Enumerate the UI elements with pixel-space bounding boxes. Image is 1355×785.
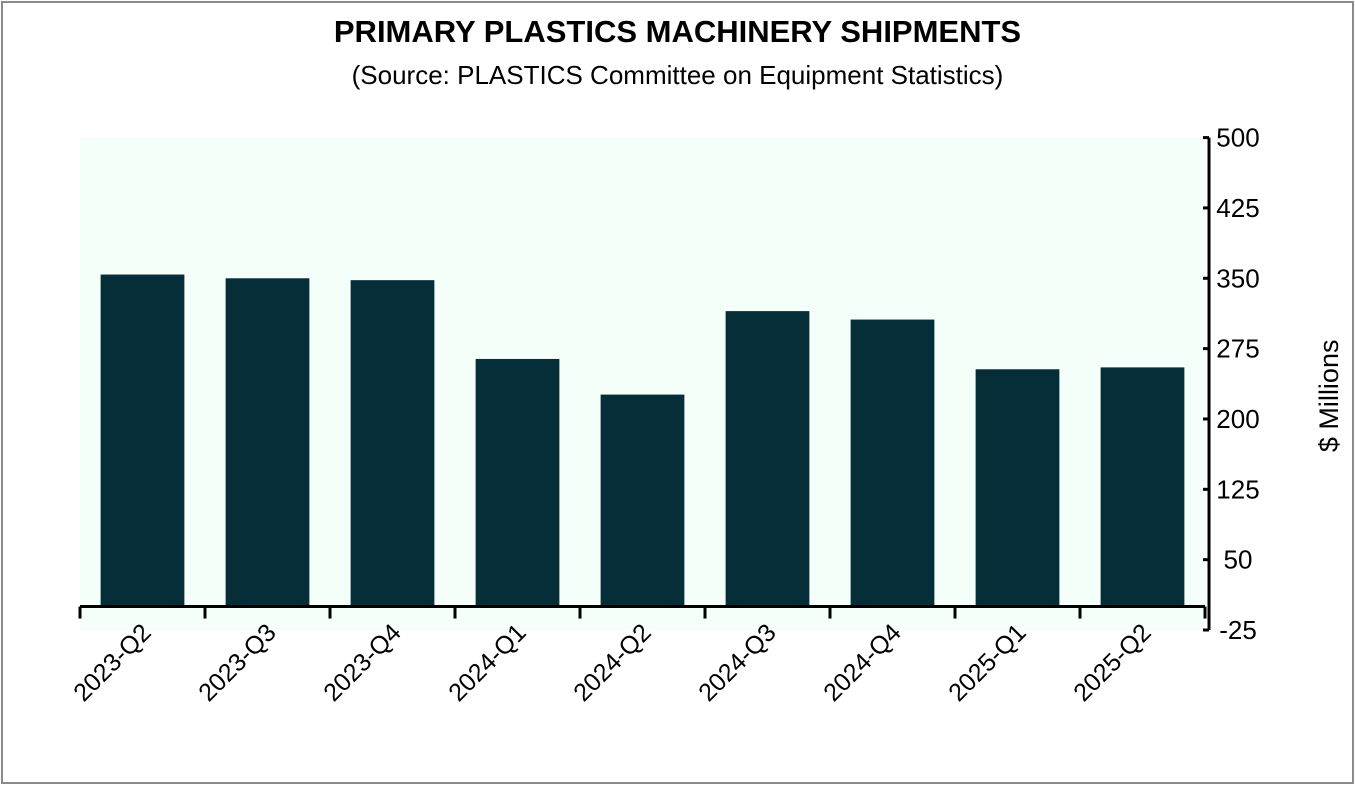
y-tick-label: 50 (1224, 545, 1253, 575)
y-tick-label: 350 (1216, 263, 1259, 293)
y-axis-title: $ Millions (1314, 340, 1344, 453)
bar-2024-Q4 (850, 319, 935, 607)
y-tick-label: 200 (1216, 404, 1259, 434)
x-tick-label: 2023-Q3 (193, 618, 282, 707)
x-tick-label: 2024-Q2 (568, 618, 657, 707)
x-tick-label: 2024-Q4 (818, 618, 907, 707)
x-tick-label: 2023-Q4 (318, 618, 407, 707)
bar-2023-Q3 (225, 278, 310, 607)
bar-2024-Q2 (600, 394, 685, 607)
bar-2025-Q1 (975, 369, 1060, 607)
x-tick-label: 2023-Q2 (68, 618, 157, 707)
bar-2025-Q2 (1100, 367, 1185, 607)
x-tick-label: 2025-Q2 (1068, 618, 1157, 707)
bar-2024-Q3 (725, 311, 810, 607)
x-tick-label: 2025-Q1 (943, 618, 1032, 707)
y-tick-label: 125 (1216, 474, 1259, 504)
y-tick-label: 275 (1216, 334, 1259, 364)
x-tick-label: 2024-Q3 (693, 618, 782, 707)
y-tick-label: 425 (1216, 193, 1259, 223)
bar-2023-Q2 (100, 274, 185, 607)
chart-title: PRIMARY PLASTICS MACHINERY SHIPMENTS (333, 14, 1022, 49)
chart-subtitle: (Source: PLASTICS Committee on Equipment… (351, 60, 1004, 90)
y-tick-label: -25 (1219, 615, 1257, 645)
bar-2024-Q1 (475, 358, 560, 607)
y-tick-label: 500 (1216, 123, 1259, 153)
bar-2023-Q4 (350, 280, 435, 607)
x-tick-label: 2024-Q1 (443, 618, 532, 707)
